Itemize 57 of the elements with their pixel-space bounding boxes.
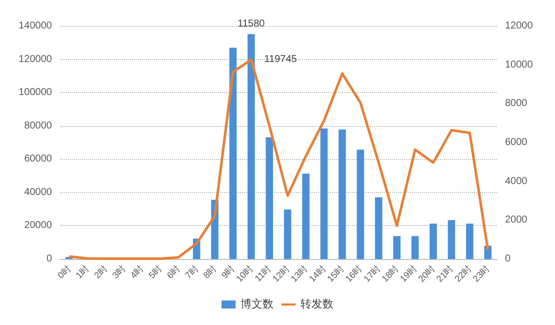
x-tick-label: 11时: [252, 263, 273, 284]
bar: [229, 48, 237, 259]
x-tick-label: 12时: [270, 263, 292, 284]
bar: [266, 137, 274, 259]
x-tick-label: 8时: [201, 263, 218, 280]
y-tick-label: 40000: [24, 186, 52, 198]
y-tick-label: 0: [46, 254, 52, 264]
x-tick-label: 5时: [146, 263, 164, 280]
x-tick-label: 13时: [288, 263, 310, 284]
x-tick-label: 3时: [110, 263, 128, 280]
bar: [411, 236, 419, 259]
y2-tick-label: 2000: [505, 214, 528, 226]
x-tick-label: 15时: [325, 263, 346, 284]
data-label: 11580: [238, 18, 266, 30]
x-tick-label: 0时: [56, 263, 73, 280]
x-tick-label: 1时: [74, 263, 91, 280]
y2-tick-label: 12000: [505, 20, 534, 32]
bar: [375, 197, 382, 259]
x-tick-label: 21时: [434, 263, 456, 284]
bar: [284, 209, 292, 259]
y-tick-label: 120000: [18, 54, 52, 65]
y-tick-label: 60000: [24, 154, 52, 165]
y-tick-label: 80000: [24, 120, 52, 132]
y-tick-label: 100000: [18, 87, 52, 98]
y-tick-label: 20000: [24, 220, 52, 232]
legend-label: 转发数: [300, 298, 334, 310]
y-tick-label: 140000: [18, 20, 52, 32]
bar: [248, 34, 255, 259]
legend-label: 博文数: [240, 298, 274, 310]
x-tick-label: 9时: [220, 263, 237, 280]
x-tick-label: 4时: [128, 263, 146, 280]
x-tick-label: 16时: [343, 263, 364, 284]
x-tick-label: 10时: [234, 263, 255, 284]
y2-tick-label: 10000: [505, 59, 534, 70]
x-tick-label: 2时: [92, 263, 110, 280]
bar: [430, 224, 437, 259]
y2-tick-label: 4000: [505, 176, 528, 187]
x-tick-label: 19时: [398, 263, 419, 284]
y2-tick-label: 6000: [505, 137, 528, 148]
x-tick-label: 14时: [307, 263, 328, 284]
bar: [466, 224, 474, 259]
y2-tick-label: 0: [505, 254, 511, 264]
bar: [320, 128, 328, 259]
y2-tick-label: 8000: [505, 98, 528, 110]
bar: [393, 236, 400, 259]
bar: [448, 220, 456, 259]
bar: [356, 150, 364, 259]
x-tick-label: 20时: [416, 263, 437, 284]
bar: [338, 129, 346, 259]
data-label: 119745: [264, 54, 298, 66]
x-tick-label: 23时: [470, 263, 492, 284]
bar: [302, 174, 310, 259]
x-tick-label: 18时: [380, 263, 400, 284]
x-tick-label: 22时: [452, 263, 474, 284]
x-tick-label: 6时: [164, 263, 182, 280]
x-tick-label: 17时: [362, 263, 382, 284]
x-tick-label: 7时: [183, 263, 200, 280]
